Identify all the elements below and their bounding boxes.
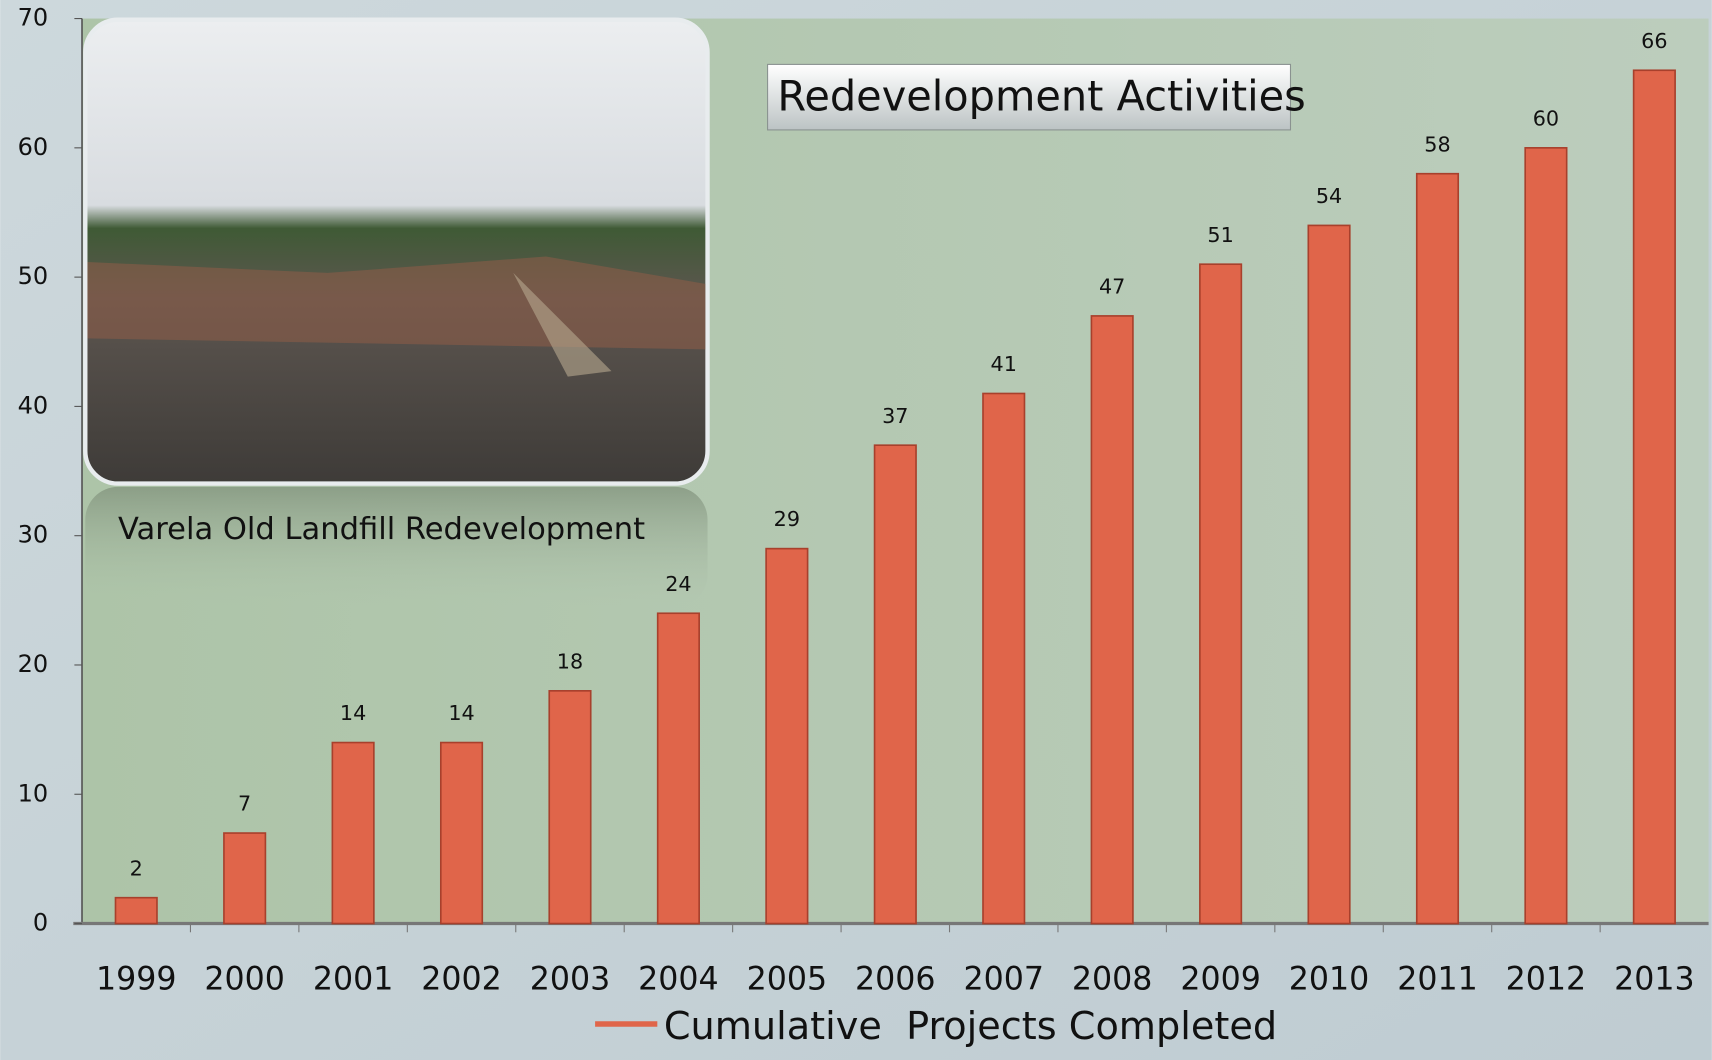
bar [439,741,484,925]
bar [873,444,917,925]
value-label: 60 [1533,106,1559,130]
bar [1199,263,1243,925]
bar [1632,69,1676,925]
bar [656,612,700,925]
y-tick-label: 20 [18,650,49,678]
y-tick-label: 0 [33,909,48,937]
photo-reflection [85,486,708,607]
bar [1090,315,1134,925]
x-tick-label: 2006 [855,961,936,997]
chart-title: Redevelopment Activities [777,71,1305,120]
y-tick-label: 50 [18,262,49,290]
x-tick-label: 2012 [1506,961,1587,997]
value-label: 14 [340,701,366,725]
bar [548,690,592,925]
photo-trench [513,272,612,377]
bar [765,547,809,925]
value-label: 14 [448,701,474,725]
x-tick-label: 2004 [638,961,719,997]
annotation: Varela Old Landfill Redevelopment [118,512,645,547]
bar [1307,224,1351,925]
y-tick-label: 70 [18,4,49,32]
y-tick-label: 60 [18,133,49,161]
legend-label: Cumulative Projects Completed [664,1005,1277,1049]
x-tick-label: 1999 [96,961,177,997]
x-tick-label: 2005 [747,961,828,997]
x-tick-label: 2010 [1289,961,1370,997]
y-tick-label: 40 [18,391,49,419]
value-label: 51 [1207,223,1233,247]
x-tick-label: 2013 [1614,961,1695,997]
value-label: 37 [882,404,908,428]
photo-fence [87,256,706,350]
bar [331,741,375,925]
value-label: 29 [774,507,800,531]
value-label: 47 [1099,275,1125,299]
value-label: 2 [130,856,143,880]
x-tick-label: 2003 [530,961,611,997]
value-label: 41 [991,352,1017,376]
y-tick-label: 10 [18,779,49,807]
x-tick-label: 2011 [1397,961,1478,997]
value-label: 18 [557,649,583,673]
value-label: 24 [665,572,691,596]
photo-frame [83,17,710,486]
bar [114,896,158,925]
photo [83,17,710,607]
title-box [767,63,1292,131]
y-tick-label: 30 [18,521,49,549]
x-tick-label: 2007 [963,961,1044,997]
value-label: 58 [1424,132,1450,156]
x-tick-label: 2000 [204,961,285,997]
x-tick-label: 2002 [421,961,502,997]
x-tick-label: 2001 [313,961,394,997]
value-label: 54 [1316,184,1342,208]
x-tick-label: 2009 [1180,961,1261,997]
value-label: 66 [1641,29,1667,53]
bar [1524,147,1568,925]
bar [982,392,1026,925]
x-tick-label: 2008 [1072,961,1153,997]
value-label: 7 [238,792,251,816]
bar [223,832,267,925]
bar [1415,172,1460,925]
